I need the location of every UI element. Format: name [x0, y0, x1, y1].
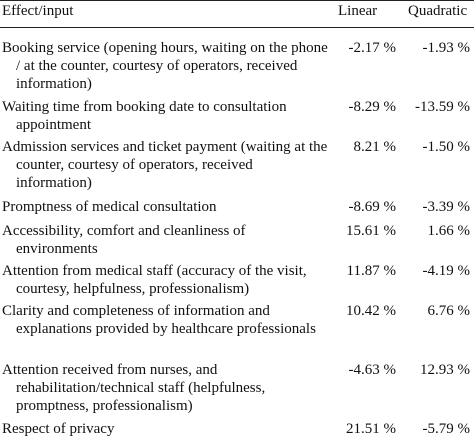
linear-cell: 10.42 %: [346, 303, 396, 319]
quadratic-cell: -1.50 %: [422, 139, 471, 155]
linear-cell: 8.21 %: [353, 139, 397, 155]
linear-cell: 11.87 %: [346, 263, 396, 279]
quadratic-cell: -1.93 %: [422, 40, 471, 56]
quadratic-cell: -13.59 %: [415, 99, 470, 115]
effect-cell: Attention received from nurses, and reha…: [2, 362, 266, 414]
effect-cell: Attention from medical staff (accuracy o…: [2, 263, 307, 297]
quadratic-cell: 6.76 %: [427, 303, 471, 319]
effect-cell: Respect of privacy: [2, 421, 115, 437]
linear-cell: 15.61 %: [346, 223, 396, 239]
header-effect: Effect/input: [2, 3, 74, 19]
effect-cell: Admission services and ticket payment (w…: [2, 139, 328, 191]
header-linear: Linear: [338, 3, 378, 19]
effect-cell: Promptness of medical consultation: [2, 199, 217, 215]
table-top-rule: [0, 0, 474, 1]
effect-cell: Clarity and completeness of information …: [2, 303, 316, 337]
quadratic-cell: -3.39 %: [422, 199, 471, 215]
quadratic-cell: -5.79 %: [422, 421, 471, 437]
quadratic-cell: -4.19 %: [422, 263, 471, 279]
linear-cell: -8.69 %: [348, 199, 397, 215]
effect-cell: Booking service (opening hours, waiting …: [2, 40, 328, 92]
header-quadratic: Quadratic: [408, 3, 468, 19]
quadratic-cell: 12.93 %: [420, 362, 470, 378]
effect-cell: Waiting time from booking date to consul…: [2, 99, 287, 133]
effect-cell: Accessibility, comfort and cleanliness o…: [2, 223, 246, 257]
linear-cell: -4.63 %: [348, 362, 397, 378]
linear-cell: -8.29 %: [348, 99, 397, 115]
linear-cell: -2.17 %: [348, 40, 397, 56]
table-header-rule: [0, 27, 474, 28]
quadratic-cell: 1.66 %: [427, 223, 471, 239]
linear-cell: 21.51 %: [346, 421, 396, 437]
